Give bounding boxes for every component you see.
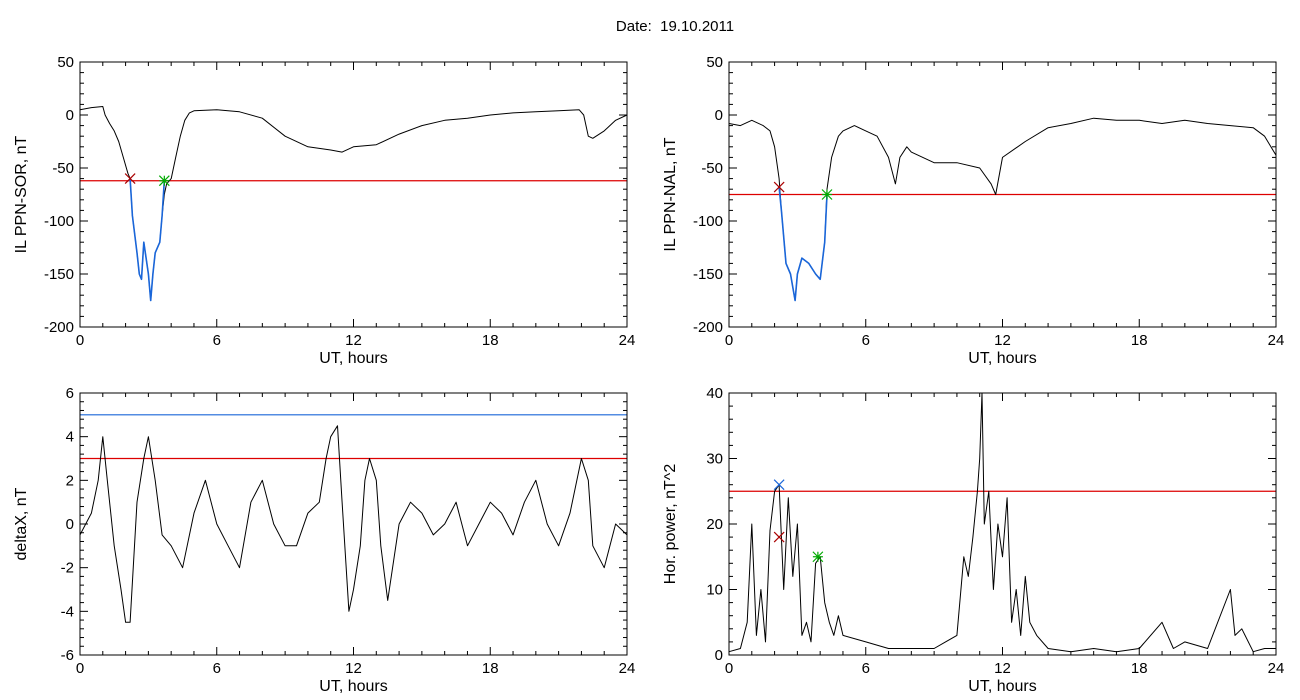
series-line (79, 106, 628, 301)
plot-frame (79, 392, 628, 656)
y-tick-label: -150 (693, 266, 723, 283)
cross-marker (773, 531, 785, 543)
marker-stroke (773, 531, 785, 543)
x-tick-label: 0 (725, 660, 733, 677)
y-tick-label: -4 (61, 603, 74, 620)
y-tick-label: 0 (66, 516, 74, 533)
y-tick-label: 2 (66, 472, 74, 489)
x-tick-label: 0 (76, 660, 84, 677)
star-marker (821, 189, 833, 200)
x-axis-label: UT, hours (968, 678, 1036, 695)
page-title: Date: 19.10.2011 (615, 18, 735, 35)
highlight-series-line (129, 178, 166, 302)
y-tick-label: 20 (706, 516, 723, 533)
chart-panel-power: 0 6 12 18 24 0 10 20 30 40 UT, hours Hor. power, nT… (662, 385, 1284, 695)
x-tick-label: 18 (1131, 660, 1148, 677)
y-tick-label: -200 (44, 319, 74, 336)
y-tick-label: 0 (715, 107, 723, 124)
y-tick-label: 50 (706, 54, 723, 71)
chart-panel-sor: 0 6 12 18 24 -200 -150 -100 -50 0 50 UT, hours IL PP… (13, 54, 635, 367)
x-tick-label: 12 (345, 660, 362, 677)
y-axis-label: IL PPN-SOR, nT (13, 135, 30, 253)
highlight-series-line (778, 187, 828, 302)
x-tick-label: 18 (1131, 332, 1148, 349)
x-axis-label: UT, hours (319, 678, 387, 695)
x-tick-label: 0 (76, 332, 84, 349)
marker-stroke (773, 181, 785, 193)
plot-frame (79, 61, 628, 328)
cross-marker (773, 479, 785, 491)
y-tick-label: 40 (706, 385, 723, 402)
plot-frame (728, 392, 1277, 656)
cross-marker (124, 173, 136, 185)
y-tick-label: -100 (44, 213, 74, 230)
y-tick-label: 6 (66, 385, 74, 402)
y-tick-label: -150 (44, 266, 74, 283)
series-line (728, 117, 1277, 301)
x-tick-label: 0 (725, 332, 733, 349)
x-tick-label: 6 (213, 660, 221, 677)
y-axis-label: Hor. power, nT^2 (662, 464, 679, 585)
x-tick-label: 24 (1268, 332, 1285, 349)
x-axis-label: UT, hours (319, 350, 387, 367)
series-line (728, 392, 1276, 653)
y-tick-label: 30 (706, 451, 723, 468)
x-axis-label: UT, hours (968, 350, 1036, 367)
x-tick-label: 12 (345, 332, 362, 349)
x-tick-label: 6 (862, 660, 870, 677)
series-line (79, 425, 628, 623)
x-tick-label: 18 (482, 332, 499, 349)
marker-stroke (124, 173, 136, 185)
x-tick-label: 12 (994, 660, 1011, 677)
star-marker (812, 551, 824, 563)
marker-stroke (773, 479, 785, 491)
x-tick-label: 24 (1268, 660, 1285, 677)
x-tick-label: 6 (213, 332, 221, 349)
y-tick-label: -50 (52, 160, 74, 177)
y-tick-label: -200 (693, 319, 723, 336)
plot-frame (728, 61, 1277, 328)
y-tick-label: 50 (57, 54, 74, 71)
y-tick-label: 10 (706, 582, 723, 599)
x-tick-label: 6 (862, 332, 870, 349)
y-tick-label: -50 (701, 160, 723, 177)
cross-marker (773, 181, 785, 193)
y-axis-label: deltaX, nT (13, 487, 30, 560)
chart-panel-nal: 0 6 12 18 24 -200 -150 -100 -50 0 50 UT, hours IL PP… (662, 54, 1284, 367)
x-tick-label: 24 (619, 332, 636, 349)
x-tick-label: 18 (482, 660, 499, 677)
y-tick-label: -2 (61, 560, 74, 577)
y-tick-label: 0 (715, 647, 723, 664)
x-tick-label: 12 (994, 332, 1011, 349)
y-tick-label: -6 (61, 647, 74, 664)
y-axis-label: IL PPN-NAL, nT (662, 137, 679, 251)
star-marker (158, 175, 170, 187)
y-tick-label: -100 (693, 213, 723, 230)
y-tick-label: 4 (66, 429, 74, 446)
y-tick-label: 0 (66, 107, 74, 124)
x-tick-label: 24 (619, 660, 636, 677)
